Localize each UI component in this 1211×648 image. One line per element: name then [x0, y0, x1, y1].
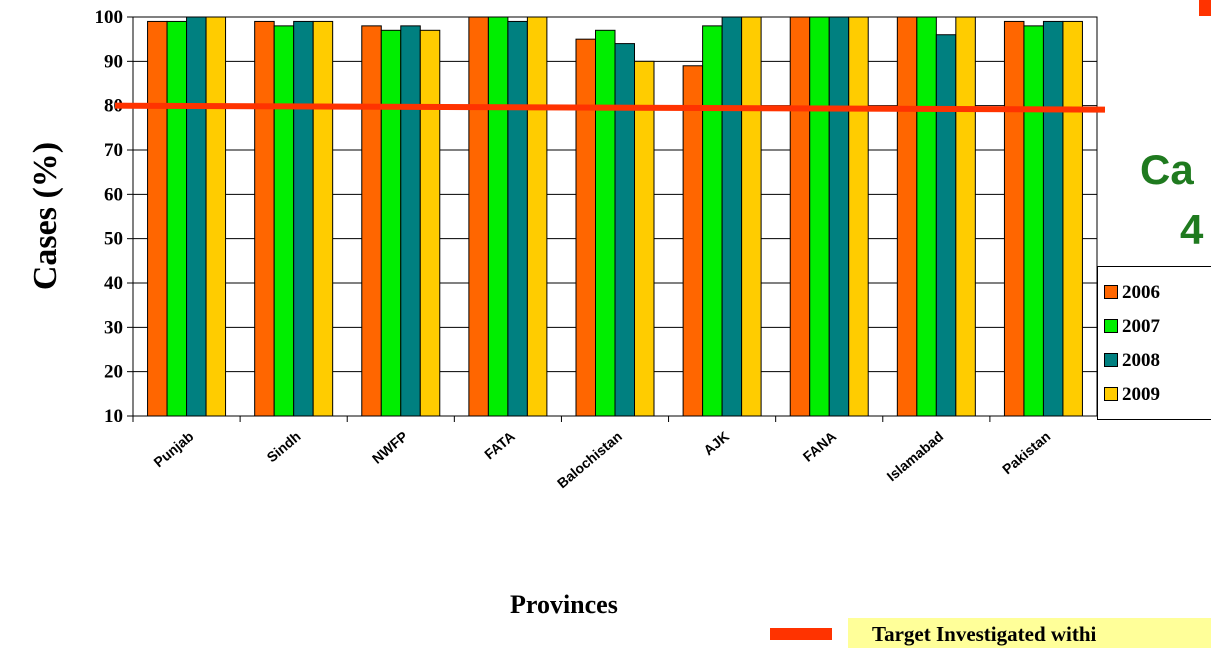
bar-2006-sindh [254, 20, 275, 417]
y-tick-label: 70 [104, 140, 123, 161]
y-tick-label: 20 [104, 362, 123, 383]
bar-2006-nwfp [361, 25, 382, 417]
bar-2006-islamabad [896, 16, 918, 417]
target-note: Target Investigated withi [848, 618, 1211, 648]
y-axis-label: Cases (%) [27, 142, 64, 290]
bar-2007-ajk [702, 25, 723, 417]
bar-2009-nwfp [419, 29, 441, 417]
bar-2008-fata [507, 20, 528, 417]
legend-label-2008: 2008 [1122, 350, 1160, 371]
y-tick-label: 10 [104, 406, 123, 427]
y-tick-label: 90 [104, 51, 123, 72]
side-title-line1: Ca [1140, 146, 1194, 193]
bar-2006-pakistan [1003, 20, 1025, 417]
bar-2009-ajk [741, 16, 762, 417]
y-tick-label: 100 [95, 7, 124, 28]
x-category-label: AJK [700, 428, 732, 458]
legend-item-2007: 2007 [1104, 316, 1160, 338]
bar-2009-fana [848, 16, 869, 417]
bar-2007-punjab [166, 20, 188, 417]
bar-2006-ajk [682, 65, 704, 417]
x-categories: Punjab Sindh NWFP FATA Balochistan AJK FANA Isl… [132, 416, 1053, 491]
legend-label-2009: 2009 [1122, 384, 1160, 405]
bar-2008-ajk [721, 16, 743, 417]
x-category-label: FATA [481, 428, 518, 462]
bar-2007-fata [487, 16, 509, 417]
x-category-label: Islamabad [884, 428, 947, 484]
bar-2007-fana [809, 16, 830, 417]
y-tick-label: 50 [104, 229, 123, 250]
y-tick-label: 80 [104, 96, 123, 117]
y-tick-label: 30 [104, 317, 123, 338]
y-tick-label: 60 [104, 184, 123, 205]
bar-2007-pakistan [1023, 25, 1044, 417]
side-title-line2: 4 [1180, 206, 1204, 253]
bar-2006-balochistan [575, 38, 596, 417]
bar-2009-pakistan [1062, 20, 1083, 417]
legend-swatch-2007 [1104, 319, 1118, 334]
bar-2009-balochistan [634, 60, 655, 417]
bar-2009-punjab [205, 16, 227, 417]
target-line [114, 102, 1106, 113]
legend-label-2007: 2007 [1122, 316, 1160, 337]
bar-2007-nwfp [380, 29, 402, 417]
bar-2007-sindh [273, 25, 295, 417]
x-axis-label: Provinces [510, 590, 618, 619]
bar-2008-balochistan [614, 43, 635, 417]
x-category-label: Punjab [150, 428, 196, 470]
y-ticks: 10 20 30 40 50 60 70 80 90 100 [95, 7, 133, 427]
legend-swatch-2009 [1104, 387, 1118, 402]
x-category-label: Pakistan [999, 428, 1053, 477]
y-tick-label: 40 [104, 273, 123, 294]
bar-2008-islamabad [935, 34, 957, 417]
legend-item-2008: 2008 [1104, 350, 1160, 372]
bar-2006-fata [468, 16, 489, 417]
bar-2006-fana [789, 16, 811, 417]
legend-swatch-2006 [1104, 285, 1118, 300]
legend-item-2006: 2006 [1104, 282, 1160, 304]
bar-2009-fata [526, 16, 548, 417]
x-category-label: FANA [800, 428, 839, 465]
bar-2007-balochistan [595, 29, 616, 417]
target-legend-line [770, 628, 832, 640]
plot-frame [132, 16, 1098, 417]
bar-2008-punjab [186, 16, 207, 417]
bar-2009-sindh [312, 20, 334, 417]
x-category-label: NWFP [369, 428, 411, 467]
bar-2008-fana [828, 16, 850, 417]
bar-2008-pakistan [1042, 20, 1064, 417]
bars [147, 16, 1083, 417]
x-category-label: Sindh [264, 428, 304, 465]
bar-2008-sindh [293, 20, 314, 417]
legend-label-2006: 2006 [1122, 282, 1160, 303]
legend-swatch-2008 [1104, 353, 1118, 368]
bar-2009-islamabad [955, 16, 976, 417]
bar-2006-punjab [147, 20, 168, 417]
bar-2008-nwfp [400, 25, 421, 417]
legend-item-2009: 2009 [1104, 384, 1160, 406]
legend: 2006 2007 2008 2009 [1097, 266, 1211, 420]
bar-2007-islamabad [916, 16, 937, 417]
x-category-label: Balochistan [554, 428, 625, 491]
corner-marker [1199, 0, 1211, 16]
